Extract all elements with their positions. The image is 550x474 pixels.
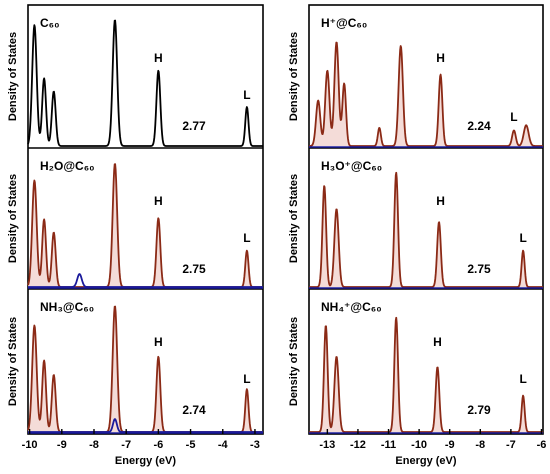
homo-label-2: H — [154, 335, 163, 349]
lumo-label-4: L — [519, 231, 526, 245]
x-tick-label-left-4: -6 — [153, 439, 163, 451]
dos-fill-3-0 — [309, 42, 543, 146]
x-tick-label-left-6: -4 — [218, 439, 229, 451]
x-tick-label-left-1: -9 — [57, 439, 67, 451]
x-tick-label-right-4: -9 — [445, 439, 455, 451]
x-tick-label-right-0: -13 — [319, 439, 335, 451]
dos-curve-2-1 — [27, 418, 264, 433]
dos-panel-2: NH₃@C₆₀ H L 2.74 Density of States -10 -9 -8 -7 -… — [7, 300, 264, 467]
dos-fill-2-0 — [28, 306, 263, 432]
lumo-label-5: L — [519, 372, 526, 386]
homo-label-1: H — [154, 194, 163, 208]
y-axis-label-2: Density of States — [7, 317, 19, 406]
y-axis-label-4: Density of States — [288, 174, 300, 263]
dos-panel-1: H₂O@C₆₀ H L 2.75 Density of States — [7, 159, 264, 289]
panel-label-1: H₂O@C₆₀ — [40, 159, 95, 173]
dos-panel-3: H⁺@C₆₀ H L 2.24 Density of States — [288, 16, 544, 148]
dos-figure-layer: C₆₀ H L 2.77 Density of States H₂O@C₆₀ H L 2.75 D… — [7, 4, 546, 467]
homo-label-4: H — [436, 194, 445, 208]
dos-curve-4-0 — [308, 171, 544, 288]
x-tick-label-left-0: -10 — [22, 439, 38, 451]
gap-value-2: 2.74 — [182, 403, 206, 417]
panel-label-4: H₃O⁺@C₆₀ — [321, 159, 382, 173]
x-axis-label-right: Energy (eV) — [395, 455, 456, 467]
x-tick-label-left-5: -5 — [186, 439, 196, 451]
dos-fill-1-0 — [28, 164, 263, 287]
gap-value-5: 2.79 — [467, 403, 491, 417]
dos-curve-3-0 — [308, 41, 544, 147]
left-column-frame — [27, 4, 264, 435]
dos-fill-4-0 — [309, 172, 543, 287]
x-tick-label-left-3: -7 — [121, 439, 131, 451]
dos-curve-2-0 — [27, 305, 264, 433]
x-tick-label-right-6: -7 — [506, 439, 516, 451]
dos-panel-0: C₆₀ H L 2.77 Density of States — [7, 16, 264, 147]
x-tick-label-right-7: -6 — [537, 439, 547, 451]
dos-curve-1-0 — [27, 163, 264, 288]
dos-curve-5-0 — [308, 316, 544, 433]
homo-label-5: H — [433, 335, 442, 349]
x-tick-label-right-1: -12 — [350, 439, 366, 451]
gap-value-3: 2.24 — [467, 119, 491, 133]
x-axis-label-left: Energy (eV) — [115, 455, 176, 467]
panel-label-5: NH₄⁺@C₆₀ — [321, 300, 382, 314]
x-tick-label-right-3: -10 — [411, 439, 427, 451]
x-tick-label-left-2: -8 — [89, 439, 99, 451]
y-axis-label-3: Density of States — [288, 32, 300, 121]
dos-curve-1-1 — [27, 273, 264, 288]
y-axis-label-0: Density of States — [7, 32, 19, 121]
x-tick-label-left-7: -3 — [250, 439, 260, 451]
lumo-label-1: L — [243, 231, 250, 245]
panel-label-2: NH₃@C₆₀ — [40, 300, 94, 314]
dos-curve-0-0 — [27, 19, 264, 147]
dos-fill-5-0 — [309, 317, 543, 432]
gap-value-1: 2.75 — [182, 262, 206, 276]
gap-value-4: 2.75 — [467, 262, 491, 276]
panel-label-3: H⁺@C₆₀ — [321, 16, 367, 30]
panel-label-0: C₆₀ — [40, 16, 60, 30]
x-tick-label-right-2: -11 — [381, 439, 396, 451]
gap-value-0: 2.77 — [182, 119, 206, 133]
right-column-frame — [308, 4, 544, 435]
y-axis-label-1: Density of States — [7, 174, 19, 263]
dos-panel-5: NH₄⁺@C₆₀ H L 2.79 Density of States -13 -12 -11… — [288, 300, 546, 467]
y-axis-label-5: Density of States — [288, 317, 300, 406]
lumo-label-3: L — [510, 110, 517, 124]
homo-label-3: H — [436, 51, 445, 65]
x-tick-label-right-5: -8 — [475, 439, 485, 451]
dos-panel-4: H₃O⁺@C₆₀ H L 2.75 Density of States — [288, 159, 544, 289]
lumo-label-2: L — [243, 372, 250, 386]
homo-label-0: H — [154, 51, 163, 65]
lumo-label-0: L — [243, 88, 250, 102]
